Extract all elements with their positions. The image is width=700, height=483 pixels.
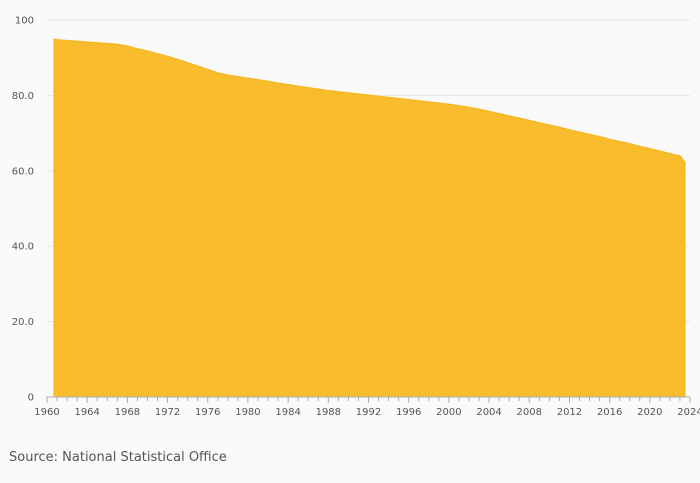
- x-tick-label: 2000: [436, 407, 461, 418]
- x-tick-label: 2024: [677, 407, 700, 418]
- y-tick-label: 80.0: [12, 91, 34, 102]
- y-tick-label: 40.0: [12, 242, 34, 253]
- x-tick-label: 2016: [597, 407, 622, 418]
- source-note: Source: National Statistical Office: [9, 450, 227, 465]
- x-tick-label: 1984: [275, 407, 300, 418]
- x-tick-label: 1964: [74, 407, 99, 418]
- x-tick-label: 1992: [356, 407, 381, 418]
- x-tick-label: 1976: [195, 407, 220, 418]
- x-tick-label: 1968: [115, 407, 140, 418]
- y-tick-label: 100: [15, 16, 34, 27]
- y-tick-label: 20.0: [12, 317, 34, 328]
- x-tick-label: 2012: [557, 407, 582, 418]
- x-tick-label: 1980: [235, 407, 260, 418]
- area-series: [53, 38, 686, 398]
- x-tick-label: 1972: [155, 407, 180, 418]
- x-tick-label: 1960: [34, 407, 59, 418]
- x-tick-label: 2004: [476, 407, 501, 418]
- x-tick-label: 2008: [517, 407, 542, 418]
- y-tick-label: 0: [28, 393, 34, 404]
- y-tick-label: 60.0: [12, 166, 34, 177]
- x-tick-label: 1988: [316, 407, 341, 418]
- x-tick-label: 2020: [637, 407, 662, 418]
- x-tick-label: 1996: [396, 407, 421, 418]
